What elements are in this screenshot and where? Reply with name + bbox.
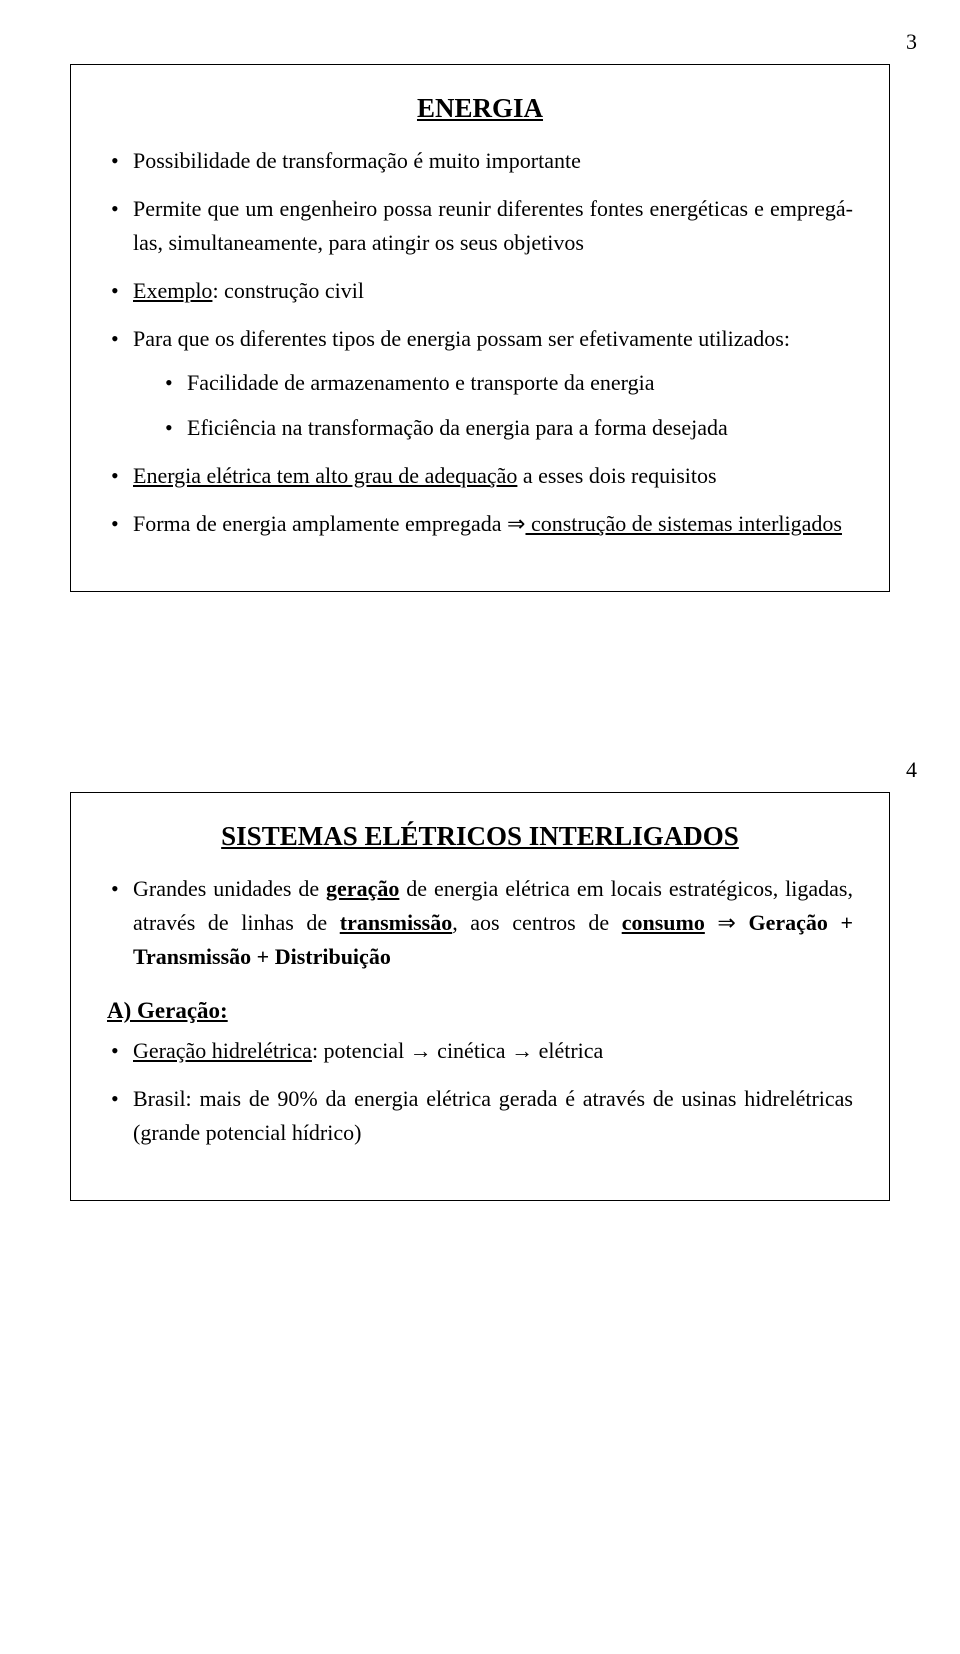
section-energia: 3 ENERGIA Possibilidade de transformação…: [70, 64, 890, 592]
underline-text: Energia elétrica tem alto grau de adequa…: [133, 463, 517, 488]
list-item: Para que os diferentes tipos de energia …: [107, 322, 853, 444]
underline-text: construção de sistemas interligados: [525, 511, 841, 536]
list-item: Permite que um engenheiro possa reunir d…: [107, 192, 853, 260]
bold-underline-text: A) Geração:: [107, 998, 228, 1023]
bullet-list-top: Possibilidade de transformação é muito i…: [107, 144, 853, 541]
text: : construção civil: [212, 278, 364, 303]
text: a esses dois requisitos: [517, 463, 716, 488]
list-item: Grandes unidades de geração de energia e…: [107, 872, 853, 974]
section-gap: [70, 592, 890, 792]
section-sistemas: 4 SISTEMAS ELÉTRICOS INTERLIGADOS Grande…: [70, 792, 890, 1202]
bold-underline-text: geração: [326, 876, 399, 901]
list-item: Facilidade de armazenamento e transporte…: [163, 366, 853, 400]
page-number-top: 3: [906, 29, 917, 55]
text: Para que os diferentes tipos de energia …: [133, 326, 790, 351]
bullet-sublist: Facilidade de armazenamento e transporte…: [133, 366, 853, 444]
arrow-icon: ⇒: [507, 511, 525, 536]
text: : potencial → cinética → elétrica: [312, 1038, 603, 1063]
text: , aos centros de: [452, 910, 622, 935]
page-number-bottom: 4: [906, 757, 917, 783]
list-item: Eficiência na transformação da energia p…: [163, 411, 853, 445]
arrow-icon: ⇒: [705, 910, 749, 935]
bullet-list-geracao: Geração hidrelétrica: potencial → cinéti…: [107, 1034, 853, 1150]
text: Forma de energia amplamente empregada: [133, 511, 507, 536]
section-title-sistemas: SISTEMAS ELÉTRICOS INTERLIGADOS: [107, 821, 853, 852]
list-item: Geração hidrelétrica: potencial → cinéti…: [107, 1034, 853, 1068]
document-page: 3 ENERGIA Possibilidade de transformação…: [0, 0, 960, 1261]
bold-underline-text: transmissão: [340, 910, 452, 935]
list-item: Energia elétrica tem alto grau de adequa…: [107, 459, 853, 493]
bold-underline-text: consumo: [622, 910, 705, 935]
list-item: Possibilidade de transformação é muito i…: [107, 144, 853, 178]
underline-text: Geração hidrelétrica: [133, 1038, 312, 1063]
list-item: Forma de energia amplamente empregada ⇒ …: [107, 507, 853, 541]
sub-heading-geracao: A) Geração:: [107, 998, 853, 1024]
text: Grandes unidades de: [133, 876, 326, 901]
list-item: Brasil: mais de 90% da energia elétrica …: [107, 1082, 853, 1150]
list-item: Exemplo: construção civil: [107, 274, 853, 308]
underline-text: Exemplo: [133, 278, 212, 303]
section-title-energia: ENERGIA: [107, 93, 853, 124]
bullet-list-bottom: Grandes unidades de geração de energia e…: [107, 872, 853, 974]
